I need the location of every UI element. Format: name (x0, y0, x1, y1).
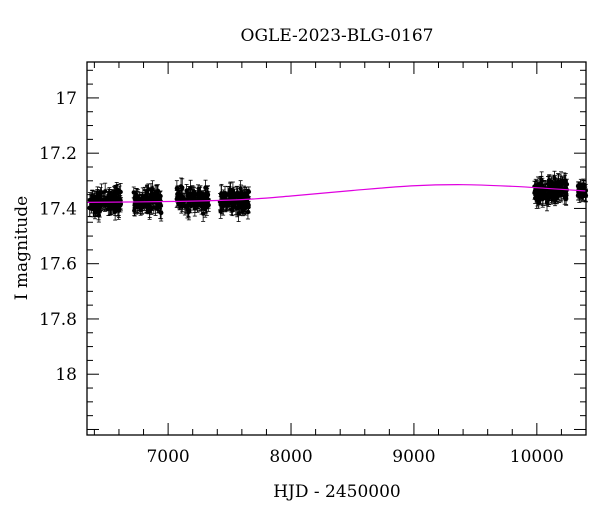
data-point (140, 192, 145, 207)
y-tick-label: 18 (55, 365, 77, 385)
x-tick-label: 10000 (510, 447, 564, 467)
y-tick-label: 17.4 (39, 199, 77, 219)
data-point (203, 179, 208, 196)
data-point (231, 186, 237, 200)
data-point (132, 192, 138, 203)
data-point (547, 174, 552, 188)
x-tick-label: 7000 (146, 447, 189, 467)
y-tick-label: 17.2 (39, 144, 77, 164)
data-point (186, 203, 191, 217)
data-point (109, 191, 114, 206)
x-tick-label: 8000 (269, 447, 312, 467)
data-point (174, 190, 179, 208)
y-axis-ticks: 17 17.2 17.4 17.6 17.8 18 (39, 69, 586, 430)
model-line (86, 184, 587, 203)
data-point (135, 195, 140, 214)
x-tick-label: 9000 (392, 447, 435, 467)
data-point (558, 184, 564, 203)
data-point (158, 205, 164, 220)
data-point (237, 201, 242, 213)
data-point (90, 189, 95, 205)
y-tick-label: 17 (55, 89, 77, 109)
data-point (238, 184, 244, 202)
data-point (94, 199, 99, 214)
model-curve (86, 184, 587, 203)
data-point (202, 195, 208, 211)
data-points (87, 170, 589, 223)
data-point (234, 185, 239, 202)
data-point (179, 189, 185, 204)
chart-title: OGLE-2023-BLG-0167 (241, 26, 434, 46)
data-point (537, 189, 542, 201)
y-tick-label: 17.8 (39, 310, 77, 330)
y-tick-label: 17.6 (39, 255, 77, 275)
data-point (155, 190, 160, 208)
data-point (115, 184, 120, 196)
data-point (539, 175, 544, 195)
data-point (102, 182, 108, 200)
y-axis-label: I magnitude (12, 196, 32, 300)
data-point (191, 186, 197, 199)
data-point (177, 199, 182, 211)
x-axis-label: HJD - 2450000 (273, 482, 401, 502)
plot-frame (86, 61, 587, 436)
data-point (240, 192, 246, 211)
data-point (98, 198, 104, 211)
data-point (152, 189, 157, 209)
x-axis-ticks: 7000 8000 9000 10000 (93, 62, 587, 467)
data-point (218, 203, 223, 219)
